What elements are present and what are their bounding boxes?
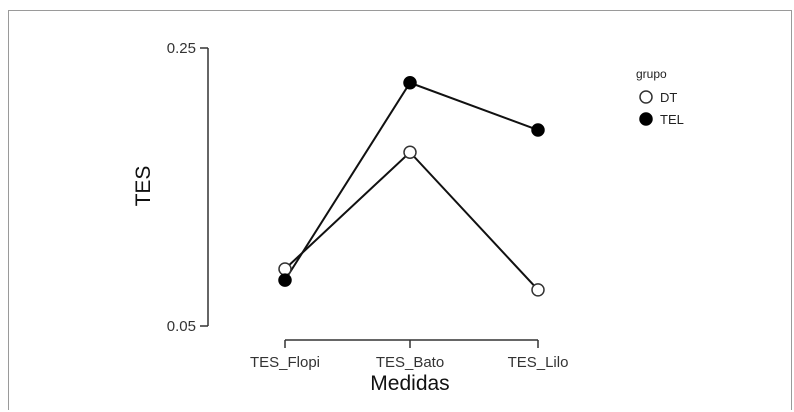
y-axis-ticks: 0.25 0.05 [167, 40, 208, 335]
x-axis-ticks: TES_Flopi TES_Bato TES_Lilo [250, 340, 568, 371]
data-point-dt [531, 283, 545, 297]
y-axis-title: TES [132, 166, 155, 207]
legend-label-dt: DT [660, 90, 677, 105]
data-point-tel [403, 76, 417, 90]
x-tick-label: TES_Flopi [250, 354, 320, 371]
data-point-dt [278, 262, 292, 276]
chart-frame [8, 10, 792, 410]
legend-marker-tel [639, 112, 653, 126]
legend-title: grupo [636, 67, 667, 81]
y-tick-label: 0.25 [167, 40, 196, 57]
x-tick-label: TES_Lilo [508, 354, 569, 371]
data-point-dt [403, 145, 417, 159]
legend-label-tel: TEL [660, 112, 684, 127]
data-point-tel [531, 123, 545, 137]
legend: grupo DT TEL [636, 67, 684, 127]
x-axis-title: Medidas [370, 372, 449, 395]
x-tick-label: TES_Bato [376, 354, 444, 371]
series-layer [278, 76, 545, 297]
data-point-tel [278, 273, 292, 287]
legend-marker-dt [639, 90, 653, 104]
y-tick-label: 0.05 [167, 318, 196, 335]
